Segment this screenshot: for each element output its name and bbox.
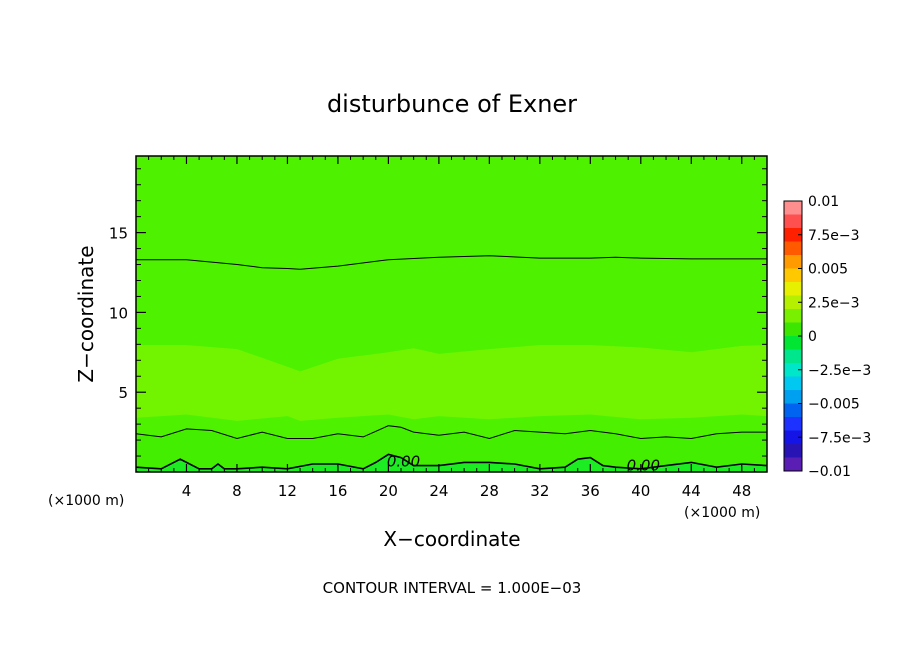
x-tick-label: 4 (182, 482, 192, 500)
y-axis-label: Z−coordinate (74, 245, 98, 382)
x-axis: 4 8 12 16 20 24 28 32 36 40 44 48 (148, 156, 755, 500)
colorbar-label: 0.01 (808, 194, 839, 210)
colorbar-segment (784, 457, 802, 472)
x-tick-label: 36 (581, 482, 600, 500)
contour-labels: 0.00 0.00 (387, 452, 660, 474)
colorbar-label: 0 (808, 329, 817, 345)
colorbar-segment (784, 349, 802, 364)
colorbar-segment (784, 268, 802, 283)
x-tick-label: 16 (328, 482, 347, 500)
plot-area (136, 156, 767, 472)
colorbar-segment (784, 322, 802, 337)
colorbar-segment (784, 403, 802, 418)
colorbar-segment (784, 444, 802, 458)
x-tick-label: 20 (379, 482, 398, 500)
colorbar-segment (784, 430, 802, 445)
colorbar-label: −0.01 (808, 464, 851, 480)
x-unit-right: (×1000 m) (684, 505, 760, 521)
contour-line-lower (135, 425, 767, 440)
colorbar-label: 7.5e−3 (808, 228, 860, 244)
colorbar-segment (784, 214, 802, 229)
colorbar-segment (784, 309, 802, 323)
colorbar-segment (784, 376, 802, 391)
colorbar (783, 200, 803, 472)
chart-title: disturbunce of Exner (327, 90, 577, 118)
x-tick-label: 12 (278, 482, 297, 500)
x-axis-label: X−coordinate (383, 527, 520, 551)
contour-label-2: 0.00 (627, 456, 660, 474)
x-tick-label: 44 (682, 482, 701, 500)
colorbar-segment (784, 282, 802, 296)
x-tick-label: 8 (232, 482, 242, 500)
contour-interval-text: CONTOUR INTERVAL = 1.000E−03 (323, 579, 582, 597)
fill-band-mid (136, 345, 767, 421)
x-tick-label: 40 (631, 482, 650, 500)
colorbar-segment (784, 255, 802, 269)
contour-line-upper (136, 255, 767, 270)
x-unit-left: (×1000 m) (48, 493, 124, 509)
colorbar-segment (784, 363, 802, 377)
colorbar-labels: 0.01 7.5e−3 0.005 2.5e−3 0 −2.5e−3 −0.005 −7.5e… (798, 194, 871, 480)
colorbar-label: 2.5e−3 (808, 295, 860, 311)
y-tick-label: 5 (118, 384, 128, 402)
x-tick-label: 24 (429, 482, 448, 500)
x-tick-label: 28 (480, 482, 499, 500)
colorbar-segment (784, 241, 802, 256)
colorbar-segment (784, 336, 802, 350)
colorbar-label: −0.005 (808, 397, 860, 413)
y-axis: 5 10 15 (109, 168, 767, 457)
colorbar-label: −2.5e−3 (808, 363, 871, 379)
y-tick-label: 15 (109, 225, 128, 243)
fill-band-upper (136, 156, 767, 472)
colorbar-segment (784, 201, 802, 215)
colorbar-segment (784, 390, 802, 404)
colorbar-segment (784, 228, 802, 242)
fill-band-low (136, 425, 767, 472)
y-tick-label: 10 (109, 304, 128, 322)
colorbar-segment (784, 417, 802, 431)
x-tick-label: 32 (530, 482, 549, 500)
colorbar-label: −7.5e−3 (808, 430, 871, 446)
colorbar-segment (784, 295, 802, 310)
contour-label-1: 0.00 (387, 452, 420, 470)
x-tick-label: 48 (732, 482, 751, 500)
colorbar-label: 0.005 (808, 262, 848, 278)
